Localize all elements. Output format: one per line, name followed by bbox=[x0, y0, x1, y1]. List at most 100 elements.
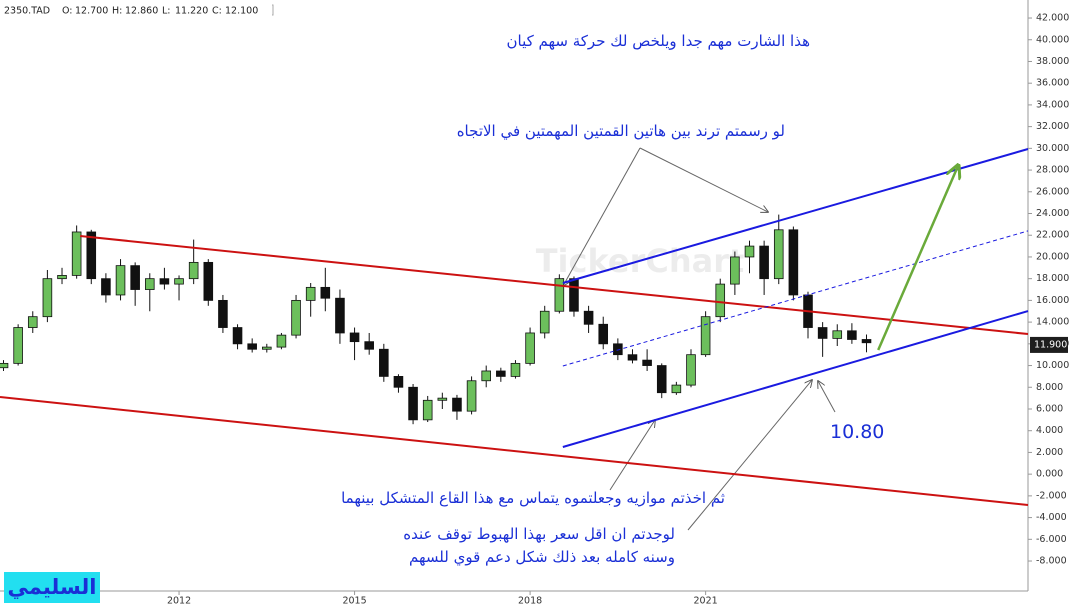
candle-body bbox=[554, 278, 565, 312]
x-tick-label: 2021 bbox=[694, 596, 718, 607]
candle-body bbox=[788, 229, 799, 296]
candle-body bbox=[437, 397, 448, 401]
candle-body bbox=[744, 245, 755, 258]
y-tick-label: -6.000 bbox=[1036, 534, 1067, 545]
candle-body bbox=[115, 265, 126, 296]
candle-body bbox=[861, 339, 872, 344]
pointer-arrows bbox=[563, 147, 836, 531]
y-tick-label: -8.000 bbox=[1036, 556, 1067, 567]
candle-body bbox=[320, 286, 331, 299]
candle-body bbox=[671, 384, 682, 394]
candle-body bbox=[144, 278, 155, 290]
candle-body bbox=[276, 334, 287, 348]
y-tick-label: 18.000 bbox=[1036, 273, 1069, 284]
candle-body bbox=[86, 231, 97, 280]
ohlc-header: 2350.TAD O: 12.700 H: 12.860 L: 11.220 C: 12.10… bbox=[0, 2, 272, 18]
annotation: هذا الشارت مهم جدا ويلخص لك حركة سهم كيا… bbox=[506, 32, 810, 50]
pointer bbox=[563, 147, 641, 286]
trend-line bbox=[0, 396, 1029, 506]
candle-body bbox=[730, 256, 740, 285]
annotation: لو رسمتم ترند بين هاتين القمتين المهمتين… bbox=[457, 122, 785, 141]
header-label: C: bbox=[212, 6, 222, 17]
last-price-label: 11.900 bbox=[1034, 339, 1067, 350]
candle-body bbox=[832, 330, 843, 339]
y-tick-label: 26.000 bbox=[1036, 186, 1069, 197]
y-tick-label: 16.000 bbox=[1036, 295, 1069, 306]
pointer bbox=[818, 381, 836, 413]
candle-body bbox=[159, 278, 170, 285]
candle-body bbox=[408, 386, 418, 421]
candle-body bbox=[656, 365, 667, 394]
last-price-box bbox=[1030, 336, 1068, 353]
candle-body bbox=[773, 229, 784, 280]
candle-body bbox=[847, 330, 857, 340]
annotation: ثم اخذتم موازيه وجعلتموه يتماس مع هذا ال… bbox=[341, 489, 725, 507]
candle-body bbox=[262, 346, 272, 350]
y-tick-label: 36.000 bbox=[1036, 78, 1069, 89]
candle-body bbox=[481, 370, 491, 382]
candle-body bbox=[349, 332, 360, 343]
y-tick-label: 2.000 bbox=[1036, 447, 1063, 458]
y-tick-label: 4.000 bbox=[1036, 425, 1063, 436]
candle-body bbox=[817, 327, 828, 339]
pointer bbox=[687, 380, 812, 531]
candle-body bbox=[232, 327, 243, 345]
candle-body bbox=[466, 380, 477, 412]
candle-body bbox=[71, 231, 82, 276]
candle-body bbox=[686, 354, 696, 386]
annotation: وسنه كامله بعد ذلك شكل دعم قوي للسهم bbox=[409, 548, 675, 567]
candle-body bbox=[715, 283, 726, 318]
pointer bbox=[609, 420, 655, 491]
trend-line bbox=[562, 230, 1029, 367]
signature-box bbox=[4, 572, 100, 603]
y-tick-label: 32.000 bbox=[1036, 121, 1069, 132]
y-tick-label: 34.000 bbox=[1036, 99, 1069, 110]
x-tick-label: 2015 bbox=[342, 596, 366, 607]
candle-body bbox=[569, 278, 579, 312]
candle-body bbox=[27, 316, 38, 328]
symbol: 2350.TAD bbox=[4, 6, 50, 17]
trend-line bbox=[80, 234, 1029, 336]
candle-body bbox=[305, 286, 316, 301]
candle-body bbox=[539, 310, 550, 334]
annotation: لوجدتم ان اقل سعر بهذا الهبوط توقف عنده bbox=[403, 525, 675, 543]
trend-line bbox=[562, 310, 1029, 448]
header-value: 12.860 bbox=[125, 6, 158, 17]
pointer bbox=[639, 147, 768, 212]
candle-body bbox=[700, 316, 711, 356]
y-tick-label: 0.000 bbox=[1036, 469, 1063, 480]
y-tick-label: 22.000 bbox=[1036, 230, 1069, 241]
candle-body bbox=[291, 299, 301, 336]
header-label: O: bbox=[62, 6, 73, 17]
y-tick-label: 14.000 bbox=[1036, 317, 1069, 328]
x-tick-label: 2018 bbox=[518, 596, 542, 607]
candle-body bbox=[642, 359, 652, 366]
candle-body bbox=[598, 323, 609, 345]
candle-body bbox=[613, 343, 623, 356]
header-bg bbox=[0, 2, 272, 18]
x-tick-label: 2012 bbox=[167, 596, 191, 607]
candle-body bbox=[510, 362, 521, 377]
projection-arrow bbox=[877, 165, 958, 351]
candle-body bbox=[393, 376, 404, 388]
candle-body bbox=[247, 343, 257, 350]
candle-body bbox=[364, 341, 374, 350]
y-tick-label: 8.000 bbox=[1036, 382, 1063, 393]
y-tick-label: 42.000 bbox=[1036, 13, 1069, 24]
candle-body bbox=[203, 261, 214, 301]
candle-body bbox=[335, 297, 345, 334]
y-tick-label: 6.000 bbox=[1036, 403, 1063, 414]
candle-body bbox=[627, 354, 638, 361]
candle-body bbox=[496, 370, 506, 377]
y-tick-label: 30.000 bbox=[1036, 143, 1069, 154]
annotation: 10.80 bbox=[830, 421, 884, 443]
header-label: H: bbox=[112, 6, 122, 17]
candle-body bbox=[759, 245, 769, 280]
header-value: 12.700 bbox=[75, 6, 108, 17]
y-tick-label: 38.000 bbox=[1036, 56, 1069, 67]
candle-body bbox=[101, 278, 111, 296]
y-tick-label: 28.000 bbox=[1036, 165, 1069, 176]
y-tick-label: 10.000 bbox=[1036, 360, 1069, 371]
